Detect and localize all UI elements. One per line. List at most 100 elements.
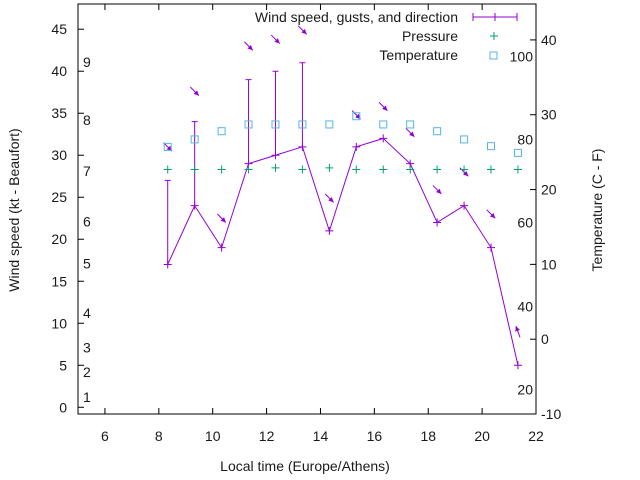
temperature-point bbox=[460, 135, 469, 144]
y-tick-label: 40 bbox=[51, 63, 67, 79]
temperature-point bbox=[379, 120, 388, 129]
gust-errorbar bbox=[191, 121, 198, 206]
pressure-point bbox=[190, 165, 199, 174]
fahrenheit-label: 20 bbox=[517, 381, 533, 397]
gust-errorbar bbox=[164, 179, 171, 265]
x-axis-label: Local time (Europe/Athens) bbox=[220, 458, 390, 474]
gust-errorbar bbox=[245, 79, 252, 164]
wind-direction-arrowhead bbox=[515, 326, 520, 332]
beaufort-label: 9 bbox=[83, 54, 91, 70]
beaufort-label: 7 bbox=[83, 163, 91, 179]
x-tick-label: 8 bbox=[155, 428, 163, 444]
legend-sample-pressure bbox=[490, 32, 498, 40]
pressure-point bbox=[217, 165, 226, 174]
y2-tick-label: 30 bbox=[541, 107, 557, 123]
fahrenheit-label: 60 bbox=[517, 214, 533, 230]
wind-direction-arrowhead bbox=[355, 113, 361, 120]
wind-speed-point bbox=[433, 218, 442, 227]
legend-sample-wind bbox=[472, 13, 518, 21]
wind-speed-point bbox=[217, 243, 226, 252]
legend-sample-temperature bbox=[489, 51, 498, 60]
wind-direction-arrowhead bbox=[489, 212, 496, 219]
pressure-point bbox=[513, 165, 522, 174]
x-tick-label: 18 bbox=[420, 428, 436, 444]
pressure-point bbox=[379, 165, 388, 174]
y-tick-label: 35 bbox=[51, 105, 67, 121]
wind-speed-line bbox=[167, 137, 519, 366]
wind-direction-arrowhead bbox=[166, 145, 172, 152]
x-tick-label: 22 bbox=[528, 428, 544, 444]
gust-errorbar bbox=[299, 62, 306, 147]
beaufort-label: 2 bbox=[83, 364, 91, 380]
beaufort-label: 4 bbox=[83, 305, 91, 321]
temperature-point bbox=[487, 142, 496, 151]
temperature-point bbox=[433, 127, 442, 136]
pressure-point bbox=[244, 165, 253, 174]
wind-direction-arrowhead bbox=[328, 197, 334, 203]
y2-tick-label: 0 bbox=[541, 331, 549, 347]
x-tick-label: 6 bbox=[101, 428, 109, 444]
x-tick-label: 10 bbox=[205, 428, 221, 444]
wind-speed-point bbox=[325, 226, 334, 235]
pressure-point bbox=[487, 165, 496, 174]
beaufort-label: 8 bbox=[83, 112, 91, 128]
y-tick-label: 10 bbox=[51, 315, 67, 331]
y-tick-label: 15 bbox=[51, 273, 67, 289]
pressure-point bbox=[460, 165, 469, 174]
y2-tick-label: 10 bbox=[541, 256, 557, 272]
temperature-point bbox=[163, 142, 172, 151]
legend-label-temperature: Temperature bbox=[379, 47, 458, 63]
y-tick-label: 20 bbox=[51, 231, 67, 247]
temperature-point bbox=[325, 120, 334, 129]
y2-tick-label: -10 bbox=[541, 406, 561, 422]
y2-axis-label: Temperature (C - F) bbox=[589, 149, 605, 272]
legend: Wind speed, gusts, and direction Pressur… bbox=[255, 9, 518, 63]
legend-label-pressure: Pressure bbox=[402, 28, 458, 44]
temperature-point bbox=[244, 120, 253, 129]
fahrenheit-label: 40 bbox=[517, 298, 533, 314]
y-axis-label: Wind speed (kt - Beaufort) bbox=[6, 128, 22, 291]
wind-speed-point bbox=[487, 243, 496, 252]
wind-direction-arrowhead bbox=[193, 90, 199, 96]
y-tick-label: 30 bbox=[51, 147, 67, 163]
pressure-point bbox=[271, 163, 280, 172]
wind-direction-arrowhead bbox=[274, 38, 280, 44]
x-tick-label: 12 bbox=[259, 428, 275, 444]
y2-tick-label: 40 bbox=[541, 32, 557, 48]
pressure-point bbox=[352, 165, 361, 174]
wind-direction-arrowhead bbox=[301, 28, 307, 35]
wind-direction-arrowhead bbox=[382, 105, 388, 111]
x-tick-label: 14 bbox=[313, 428, 329, 444]
y-tick-label: 0 bbox=[59, 399, 67, 415]
temperature-point bbox=[298, 120, 307, 129]
beaufort-label: 1 bbox=[83, 389, 91, 405]
fahrenheit-label: 80 bbox=[517, 131, 533, 147]
wind-speed-point bbox=[460, 201, 469, 210]
wind-direction-arrowhead bbox=[247, 44, 253, 51]
beaufort-label: 5 bbox=[83, 256, 91, 272]
temperature-point bbox=[352, 112, 361, 121]
temperature-point bbox=[271, 120, 280, 129]
wind-direction-arrowhead bbox=[220, 217, 226, 223]
wind-speed-point bbox=[513, 361, 522, 370]
gust-errorbar bbox=[272, 70, 279, 156]
beaufort-label: 6 bbox=[83, 214, 91, 230]
wind-direction-arrowhead bbox=[409, 131, 415, 137]
pressure-point bbox=[433, 165, 442, 174]
y2-tick-label: 20 bbox=[541, 182, 557, 198]
pressure-point bbox=[325, 163, 334, 172]
temperature-point bbox=[217, 127, 226, 136]
wind-direction-arrowhead bbox=[436, 188, 442, 194]
wind-speed-point bbox=[379, 134, 388, 143]
temperature-point bbox=[406, 120, 415, 129]
pressure-point bbox=[298, 165, 307, 174]
plot-border bbox=[77, 3, 537, 415]
wind-direction-arrowhead bbox=[463, 170, 469, 177]
pressure-point bbox=[163, 165, 172, 174]
x-tick-label: 20 bbox=[474, 428, 490, 444]
legend-label-wind: Wind speed, gusts, and direction bbox=[255, 9, 458, 25]
temperature-point bbox=[190, 135, 199, 144]
wind-speed-point bbox=[352, 142, 361, 151]
x-tick-label: 16 bbox=[367, 428, 383, 444]
